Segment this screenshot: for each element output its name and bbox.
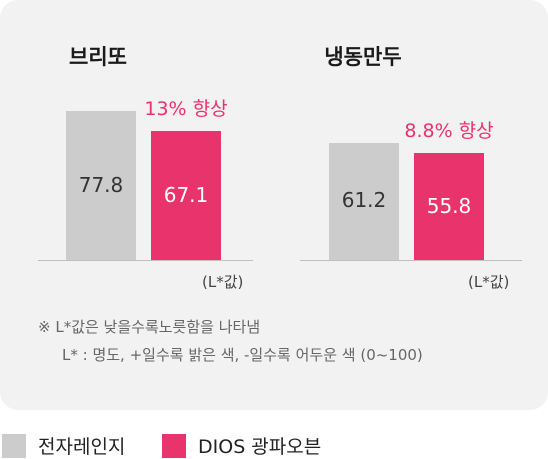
- bar-burrito-microwave: [66, 111, 136, 260]
- footnote-line-2: L* : 명도, +일수록 밝은 색, -일수록 어두운 색 (0~100): [62, 346, 423, 364]
- improvement-label-dumpling: 8.8% 향상: [404, 120, 494, 143]
- legend-item-microwave: 전자레인지: [2, 432, 125, 459]
- legend-label-microwave: 전자레인지: [38, 436, 126, 458]
- unit-label-dumpling: (L*값): [468, 273, 510, 291]
- legend-item-oven: DIOS 광파오븐: [162, 432, 321, 459]
- bar-dumpling-microwave: [329, 142, 399, 260]
- bar-value-burrito-oven: 67.1: [163, 182, 209, 207]
- bar-value-dumpling-microwave: 61.2: [341, 188, 387, 213]
- baseline-burrito: [38, 260, 253, 261]
- baseline-dumpling: [300, 260, 522, 261]
- group-title-dumpling: 냉동만두: [324, 45, 402, 69]
- unit-label-burrito: (L*값): [202, 273, 244, 291]
- legend-swatch-microwave: [2, 433, 26, 458]
- improvement-label-burrito: 13% 향상: [144, 98, 228, 121]
- legend-swatch-oven: [162, 433, 186, 458]
- legend-label-oven: DIOS 광파오븐: [198, 436, 322, 458]
- bar-dumpling-oven: [414, 153, 484, 260]
- bar-burrito-oven: [151, 131, 221, 260]
- bar-value-burrito-microwave: 77.8: [78, 172, 124, 197]
- bar-value-dumpling-oven: 55.8: [426, 193, 472, 218]
- group-title-burrito: 브리또: [69, 45, 127, 69]
- footnote-line-1: ※ L*값은 낮을수록노릇함을 나타냄: [38, 318, 261, 336]
